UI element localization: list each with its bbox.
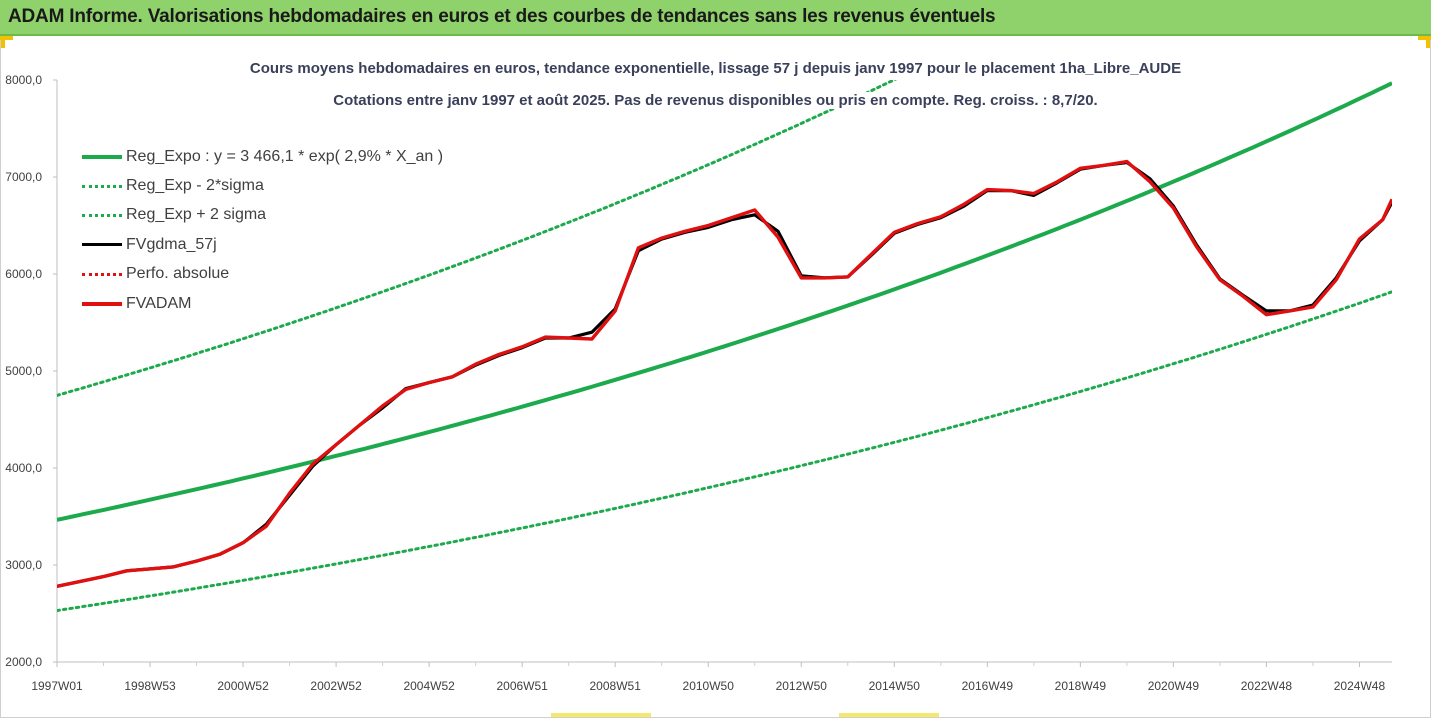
x-tick-label: 2022W48	[1241, 679, 1293, 693]
chart-title-line2: Cotations entre janv 1997 et août 2025. …	[0, 92, 1431, 109]
x-tick-label: 2006W51	[496, 679, 548, 693]
legend-label-fvadam: FVADAM	[126, 294, 192, 312]
legend-item-reg-expo: Reg_Expo : y = 3 466,1 * exp( 2,9% * X_a…	[82, 142, 443, 171]
x-tick-label: 2004W52	[403, 679, 455, 693]
corner-mark-left-v	[1, 36, 5, 48]
corner-mark-right-v	[1426, 36, 1430, 48]
x-tick-label: 2024W48	[1334, 679, 1386, 693]
axes: 2000,0 3000,0 4000,0 5000,0 6000,0 7000,0 8000…	[5, 73, 1392, 693]
legend-item-fvadam: FVADAM	[82, 289, 443, 318]
x-tick-label: 2002W52	[310, 679, 362, 693]
regression-line	[57, 81, 1392, 522]
x-tick-label: 2012W50	[776, 679, 828, 693]
chart-title-line1: Cours moyens hebdomadaires en euros, ten…	[0, 60, 1431, 77]
legend-swatch-reg-exp-plus	[82, 213, 122, 217]
corner-mark-left	[0, 36, 13, 40]
x-tick-label: 1998W53	[124, 679, 176, 693]
legend-label-perfo: Perfo. absolue	[126, 265, 230, 283]
x-tick-label: 2000W52	[217, 679, 269, 693]
y-tick-label: 6000,0	[5, 267, 42, 281]
legend-swatch-fvadam	[82, 301, 122, 306]
y-tick-label: 4000,0	[5, 461, 42, 475]
legend-swatch-reg-exp-minus	[82, 184, 122, 188]
x-tick-label: 1997W01	[31, 679, 83, 693]
legend-swatch-fvgdma	[82, 243, 122, 247]
banner-title: ADAM Informe. Valorisations hebdomadaire…	[8, 6, 996, 27]
y-tick-label: 7000,0	[5, 170, 42, 184]
legend-swatch-reg-expo	[82, 154, 122, 159]
lower-band-line	[57, 290, 1392, 613]
legend-item-reg-exp-minus: Reg_Exp - 2*sigma	[82, 171, 443, 200]
y-tick-label: 5000,0	[5, 364, 42, 378]
legend-item-reg-exp-plus: Reg_Exp + 2 sigma	[82, 201, 443, 230]
x-tick-label: 2018W49	[1055, 679, 1107, 693]
legend-item-fvgdma: FVgdma_57j	[82, 230, 443, 259]
legend-label-reg-expo: Reg_Expo : y = 3 466,1 * exp( 2,9% * X_a…	[126, 147, 444, 165]
upper-band-line	[57, 80, 898, 397]
x-tick-label: 2010W50	[683, 679, 735, 693]
legend-label-reg-exp-plus: Reg_Exp + 2 sigma	[126, 206, 267, 224]
bottom-tab-right	[839, 713, 939, 717]
banner: ADAM Informe. Valorisations hebdomadaire…	[0, 0, 1431, 36]
legend: Reg_Expo : y = 3 466,1 * exp( 2,9% * X_a…	[82, 142, 443, 318]
bottom-tab-left	[551, 713, 651, 717]
series-lines	[57, 80, 1392, 613]
y-tick-label: 2000,0	[5, 655, 42, 669]
legend-swatch-perfo	[82, 272, 122, 276]
x-tick-label: 2014W50	[869, 679, 921, 693]
y-tick-label: 3000,0	[5, 558, 42, 572]
corner-mark-right	[1418, 36, 1431, 40]
legend-label-reg-exp-minus: Reg_Exp - 2*sigma	[126, 177, 264, 195]
fvadam-line	[57, 159, 1392, 588]
x-tick-label: 2016W49	[962, 679, 1014, 693]
x-tick-label: 2020W49	[1148, 679, 1200, 693]
y-tick-label: 8000,0	[5, 73, 42, 87]
legend-item-perfo: Perfo. absolue	[82, 260, 443, 289]
x-tick-label: 2008W51	[590, 679, 642, 693]
legend-label-fvgdma: FVgdma_57j	[126, 235, 217, 253]
